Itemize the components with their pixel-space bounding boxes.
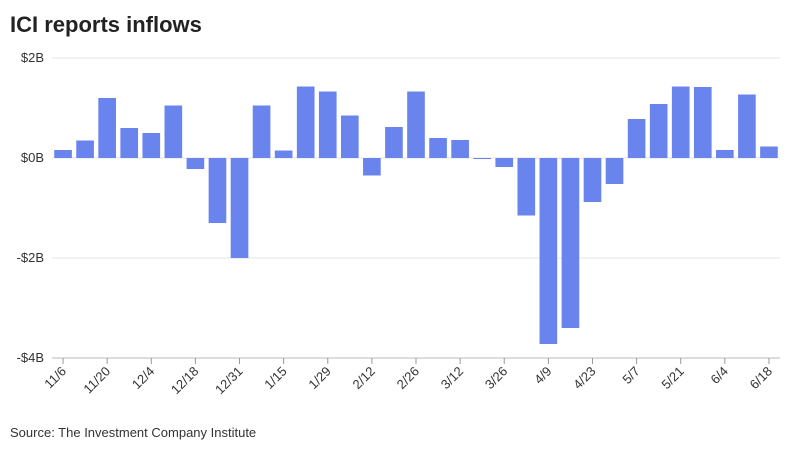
bar: [473, 158, 492, 159]
bar: [296, 86, 315, 158]
bar: [738, 94, 756, 158]
bar: [671, 86, 690, 158]
bar: [76, 140, 94, 158]
bar: [539, 158, 558, 344]
bar: [495, 158, 514, 167]
x-tick-label: 11/6: [41, 364, 69, 392]
bar: [230, 158, 249, 258]
y-tick-label: -$2B: [17, 250, 44, 265]
chart-title: ICI reports inflows: [10, 12, 202, 37]
y-tick-label: $2B: [21, 50, 44, 65]
bar: [98, 98, 116, 158]
bar: [693, 87, 712, 158]
bar: [120, 128, 139, 158]
x-tick-label: 3/12: [438, 364, 467, 393]
x-tick-label: 12/18: [168, 364, 202, 398]
bar: [429, 138, 447, 158]
x-tick-label: 2/12: [349, 364, 378, 393]
bar: [186, 158, 205, 169]
bar: [760, 146, 778, 158]
bar: [274, 150, 293, 158]
x-tick-label: 5/21: [658, 364, 687, 393]
bar: [605, 158, 624, 184]
bar: [208, 158, 227, 223]
bar: [340, 115, 359, 158]
x-tick-label: 5/7: [619, 364, 642, 387]
bar: [363, 158, 381, 176]
x-tick-label: 4/23: [570, 364, 599, 393]
y-tick-label: -$4B: [17, 350, 44, 365]
bar: [583, 158, 602, 202]
source: Source: The Investment Company Institute: [10, 425, 256, 440]
bar: [54, 150, 72, 158]
bar: [142, 133, 161, 158]
bar: [627, 119, 646, 158]
bar: [561, 158, 580, 328]
x-tick-label: 1/29: [305, 364, 334, 393]
x-tick-label: 11/20: [80, 364, 113, 397]
bar: [517, 158, 536, 216]
bar: [649, 104, 668, 158]
bar: [451, 140, 469, 158]
x-tick-label: 6/4: [708, 364, 731, 387]
x-tick-label: 1/15: [261, 364, 290, 393]
x-tick-label: 4/9: [531, 364, 554, 387]
x-tick-label: 2/26: [394, 364, 423, 393]
bar: [385, 127, 403, 158]
bar: [716, 150, 734, 158]
x-tick-label: 12/31: [212, 364, 246, 398]
bar: [318, 91, 337, 158]
bar: [164, 105, 183, 158]
bar: [252, 105, 271, 158]
x-tick-label: 3/26: [482, 364, 511, 393]
x-tick-label: 6/18: [747, 364, 776, 393]
x-tick-label: 12/4: [129, 364, 158, 393]
bar: [407, 91, 425, 158]
y-tick-label: $0B: [21, 150, 44, 165]
